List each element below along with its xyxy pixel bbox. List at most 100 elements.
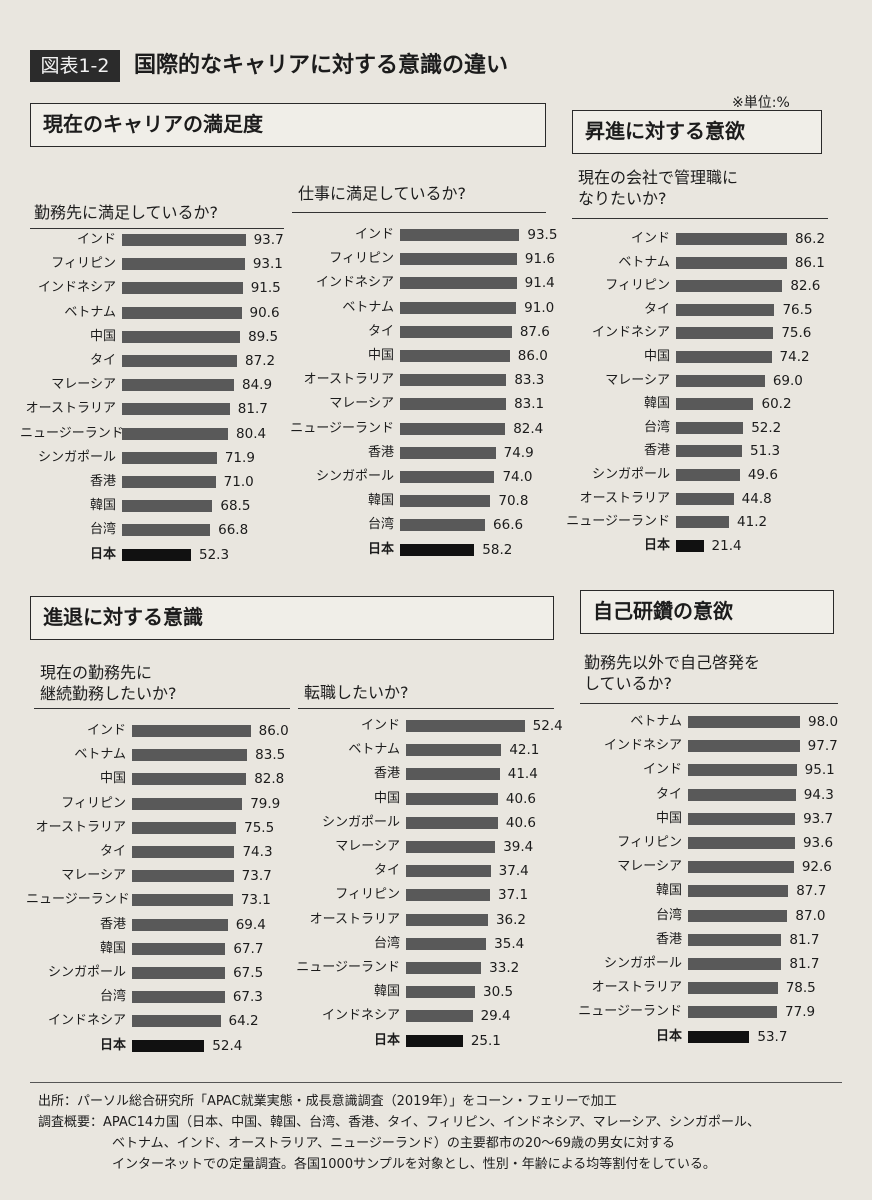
bar-value-label: 94.3	[803, 786, 834, 803]
bar-value-label: 37.1	[498, 887, 529, 904]
bar	[688, 740, 800, 753]
bar-category-label: マレーシア	[51, 377, 116, 393]
bar	[688, 1030, 750, 1043]
bar-row: タイ 94.3	[568, 783, 848, 807]
bar	[688, 958, 782, 970]
chart-rule	[34, 708, 290, 709]
bar-category-label: タイ	[373, 863, 400, 879]
bar	[122, 306, 242, 319]
bar-value-label: 66.6	[493, 517, 524, 534]
bar-category-label: 香港	[373, 766, 400, 782]
bar-row: 中国 74.2	[566, 345, 836, 369]
bar-value-label: 25.1	[470, 1032, 501, 1049]
bar-category-label: 日本	[89, 546, 116, 562]
bar-category-label: ニュージーランド	[290, 420, 394, 436]
footer-survey-line2: ベトナム、インド、オーストラリア、ニュージーランド）の主要都市の20～69歳の男…	[112, 1136, 675, 1151]
chart-rule	[298, 708, 554, 709]
bar-value-label: 73.1	[240, 892, 271, 909]
bar-category-label: ベトナム	[64, 304, 116, 320]
bar	[122, 427, 229, 440]
bar-value-label: 87.7	[796, 883, 827, 900]
bar-value-label: 86.0	[258, 723, 289, 739]
bar-value-label: 87.0	[795, 907, 826, 924]
bar	[122, 500, 213, 513]
bar-value-label: 60.2	[761, 396, 792, 413]
bar	[406, 962, 482, 974]
bar-row: ニュージーランド 82.4	[282, 417, 552, 441]
bar-category-label: オーストラリア	[35, 819, 126, 835]
bar-category-label: 台湾	[643, 419, 670, 435]
bar-value-label: 86.2	[794, 231, 826, 247]
bar	[676, 374, 765, 387]
bar-value-label: 71.0	[223, 474, 254, 490]
bar-category-label: 香港	[89, 474, 116, 489]
bar-row: 中国 40.6	[292, 787, 562, 811]
bar-row: 日本 58.2	[282, 538, 552, 562]
bar	[676, 351, 772, 363]
bar-value-label: 93.1	[252, 256, 283, 273]
bar-row: インド 95.1	[568, 758, 848, 782]
bar-value-label: 49.6	[747, 467, 778, 483]
bar-value-label: 71.9	[224, 449, 255, 466]
bar-row: 韓国 60.2	[566, 392, 836, 416]
chart-self-development: ベトナム 98.0 インドネシア 97.7 インド 95.1 タイ 94.3 中国 93.7 フィリ…	[568, 710, 848, 1050]
bar-row: インドネシア 64.2	[26, 1009, 288, 1033]
bar	[406, 816, 498, 829]
bar	[406, 744, 502, 757]
bar-value-label: 52.4	[212, 1037, 243, 1054]
bar-row: 中国 86.0	[282, 344, 552, 368]
bar-value-label: 91.5	[250, 280, 281, 297]
bar-row: フィリピン 91.6	[282, 247, 555, 271]
bar	[676, 327, 774, 340]
bar-value-label: 78.5	[785, 980, 816, 997]
bar-category-label: ベトナム	[74, 747, 126, 763]
bar-category-label: ニュージーランド	[20, 425, 124, 441]
bar-category-label: ニュージーランド	[578, 1004, 682, 1020]
bar-value-label: 40.6	[505, 790, 536, 807]
bar-value-label: 83.5	[255, 747, 286, 764]
bar	[122, 451, 217, 464]
bar-row: 香港 74.9	[282, 441, 552, 465]
bar-value-label: 81.7	[237, 401, 268, 418]
bar-value-label: 98.0	[808, 714, 839, 730]
bar-category-label: インドネシア	[315, 275, 394, 291]
bar-row: インドネシア 91.4	[282, 271, 555, 295]
bar	[406, 768, 500, 781]
bar-row: 韓国 70.8	[282, 489, 552, 513]
bar-category-label: 香港	[643, 443, 670, 459]
bar-row: シンガポール 67.5	[26, 961, 288, 985]
bar-value-label: 52.4	[532, 718, 563, 734]
bar-category-label: インドネシア	[321, 1008, 400, 1024]
bar-category-label: 韓国	[655, 883, 682, 899]
bar	[400, 277, 517, 290]
bar-row: インド 52.4	[292, 714, 563, 738]
bar-value-label: 93.7	[253, 232, 284, 248]
bar-value-label: 40.6	[505, 814, 536, 831]
chart-continue-work: インド 86.0 ベトナム 83.5 中国 82.8 フィリピン 79.9 オーストラリア 75.…	[26, 719, 289, 1059]
section-header-promotion: 昇進に対する意欲	[572, 110, 822, 154]
bar-value-label: 67.5	[233, 965, 264, 981]
bar	[688, 716, 800, 728]
bar-row: シンガポール 40.6	[292, 811, 562, 835]
bar-value-label: 66.8	[218, 522, 249, 539]
section-header-selfdev: 自己研鑽の意欲	[580, 590, 834, 634]
bar-value-label: 67.7	[233, 940, 264, 957]
bar	[406, 865, 491, 878]
bar-row: 台湾 66.8	[20, 518, 282, 542]
bar	[688, 909, 788, 922]
bar-row: オーストラリア 83.3	[282, 368, 552, 392]
bar	[676, 280, 783, 293]
bar-value-label: 52.2	[751, 419, 782, 436]
bar	[132, 1015, 221, 1028]
bar	[676, 421, 744, 434]
bar	[132, 846, 235, 858]
bar-row: シンガポール 81.7	[568, 952, 848, 976]
bar-value-label: 75.5	[244, 819, 275, 836]
bar	[132, 918, 228, 931]
bar	[400, 422, 506, 435]
bar-row: インドネシア 91.5	[20, 276, 282, 300]
bar-value-label: 58.2	[482, 541, 513, 558]
chart-title-selfdev: 勤務先以外で自己啓発を しているか?	[584, 653, 761, 693]
bar-row: 韓国 87.7	[568, 879, 848, 903]
